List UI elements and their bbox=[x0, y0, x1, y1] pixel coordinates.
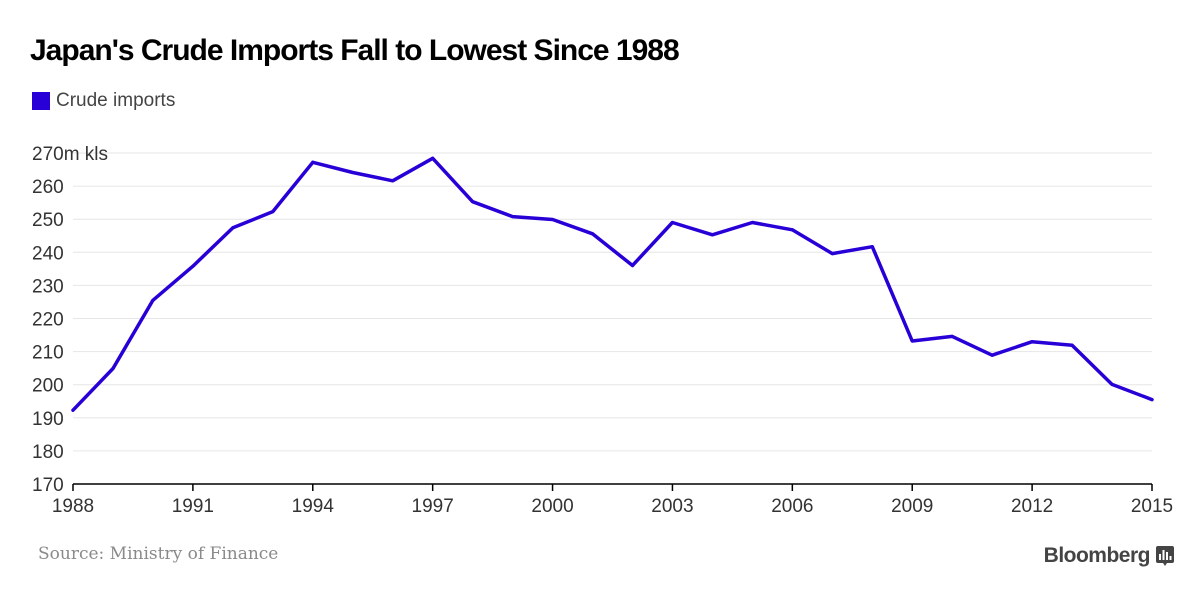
bar-chart-icon bbox=[1156, 546, 1174, 566]
x-tick-label: 2015 bbox=[1131, 496, 1173, 517]
x-tick-label: 2012 bbox=[1011, 496, 1053, 517]
data-point bbox=[511, 215, 515, 219]
data-point bbox=[1150, 398, 1154, 402]
data-point bbox=[950, 334, 954, 338]
legend-label: Crude imports bbox=[56, 90, 176, 111]
x-tick-label: 1994 bbox=[292, 496, 335, 517]
y-tick-label: 220 bbox=[32, 310, 64, 331]
data-point bbox=[191, 264, 195, 268]
x-tick-label: 2009 bbox=[891, 496, 933, 517]
data-point bbox=[551, 218, 555, 222]
x-tick-label: 1997 bbox=[412, 496, 454, 517]
y-tick-label: 260 bbox=[32, 177, 64, 198]
y-tick-label: 200 bbox=[32, 376, 64, 397]
data-point bbox=[630, 264, 634, 268]
legend: Crude imports bbox=[32, 90, 175, 112]
y-axis-tick-labels: 170 180 190 200 210 220 230 240 250 260 270m kls bbox=[32, 144, 108, 496]
data-point bbox=[591, 232, 595, 236]
data-point bbox=[71, 408, 75, 412]
y-tick-label: 270m kls bbox=[32, 144, 108, 165]
bloomberg-logo: Bloomberg bbox=[1044, 544, 1174, 568]
data-point bbox=[471, 200, 475, 204]
data-point bbox=[830, 252, 834, 256]
series-layer bbox=[71, 156, 1154, 412]
data-point bbox=[1110, 382, 1114, 386]
data-point bbox=[750, 221, 754, 225]
data-point bbox=[431, 156, 435, 160]
x-tick-label: 1991 bbox=[172, 496, 214, 517]
chart-title: Japan's Crude Imports Fall to Lowest Sin… bbox=[30, 34, 680, 67]
data-point bbox=[351, 171, 355, 175]
x-tick-label: 2003 bbox=[651, 496, 693, 517]
data-point bbox=[710, 233, 714, 237]
data-point bbox=[910, 339, 914, 343]
data-point bbox=[790, 228, 794, 232]
y-tick-label: 240 bbox=[32, 243, 64, 264]
y-tick-label: 250 bbox=[32, 210, 64, 231]
series-line bbox=[71, 156, 1154, 412]
grid-lines bbox=[73, 152, 1152, 452]
x-tick-label: 1988 bbox=[52, 496, 94, 517]
source-note: Source: Ministry of Finance bbox=[38, 544, 279, 564]
y-tick-label: 210 bbox=[32, 343, 64, 364]
y-tick-label: 190 bbox=[32, 409, 64, 430]
data-point bbox=[870, 245, 874, 249]
data-point bbox=[990, 353, 994, 357]
data-point bbox=[231, 226, 235, 230]
data-point bbox=[271, 210, 275, 214]
data-point bbox=[1030, 340, 1034, 344]
data-point bbox=[311, 160, 315, 164]
legend-swatch bbox=[32, 92, 50, 110]
data-point bbox=[391, 179, 395, 183]
data-point bbox=[111, 366, 115, 370]
x-axis: 1988 1991 1994 1997 2000 2003 2006 2009 2012 2015 bbox=[52, 483, 1173, 517]
y-tick-label: 230 bbox=[32, 276, 64, 297]
data-point bbox=[670, 221, 674, 225]
brand-name: Bloomberg bbox=[1043, 544, 1151, 567]
data-point bbox=[151, 298, 155, 302]
y-tick-label: 170 bbox=[32, 475, 64, 496]
data-point bbox=[1070, 343, 1074, 347]
y-tick-label: 180 bbox=[32, 442, 64, 463]
x-tick-label: 2000 bbox=[531, 496, 573, 517]
x-tick-label: 2006 bbox=[771, 496, 813, 517]
